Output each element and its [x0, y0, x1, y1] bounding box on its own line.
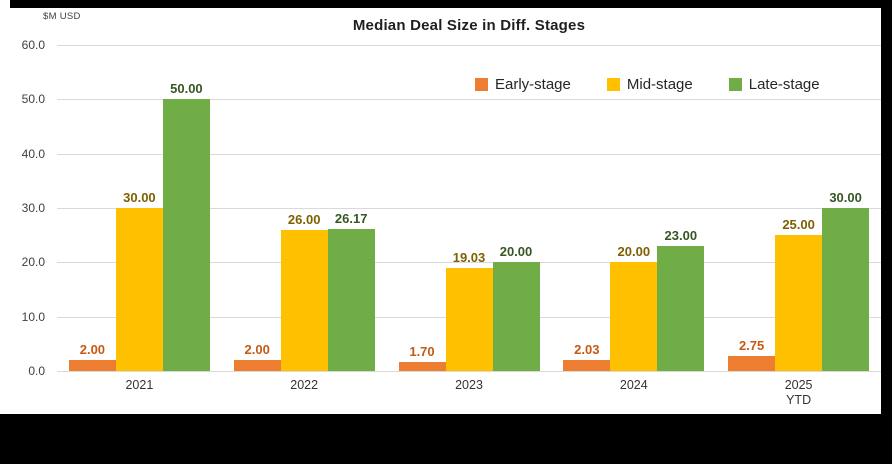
bar-mid-stage-2025-ytd [775, 235, 823, 371]
data-label-late-stage-2021: 50.00 [170, 81, 203, 97]
bar-early-stage-2025-ytd [728, 356, 776, 371]
bar-mid-stage-2022 [280, 229, 328, 371]
legend-item-late-stage: Late-stage [728, 75, 820, 93]
data-label-mid-stage-2022: 26.00 [287, 211, 321, 227]
gridline [57, 99, 881, 101]
data-label-late-stage-2025-ytd: 30.00 [829, 190, 862, 205]
y-axis-tick-label: 30.0 [21, 201, 45, 215]
bar-mid-stage-2024 [610, 262, 658, 371]
data-label-mid-stage-2024: 20.00 [617, 244, 651, 260]
x-axis-label-line: 2023 [455, 378, 483, 392]
x-axis-label-2022: 2022 [290, 378, 318, 393]
bar-early-stage-2022 [233, 360, 281, 371]
legend-label: Mid-stage [626, 75, 693, 93]
black-border-top [10, 0, 892, 8]
black-border-bottom [0, 414, 892, 464]
x-axis-label-2024: 2024 [620, 378, 648, 393]
gridline [57, 45, 881, 46]
legend-swatch-icon [728, 77, 742, 91]
x-axis-label-2021: 2021 [125, 378, 153, 393]
y-axis-unit-label: $M USD [43, 11, 81, 22]
bar-late-stage-2023 [492, 262, 540, 371]
y-axis-tick-label: 20.0 [21, 255, 45, 270]
y-axis-tick-label: 60.0 [21, 38, 45, 52]
x-axis-label-line: 2021 [125, 378, 154, 392]
chart-legend: Early-stage Mid-stage Late-stage [475, 74, 820, 94]
x-axis-label-2023: 2023 [455, 378, 483, 393]
bar-late-stage-2024 [657, 246, 705, 371]
x-axis-label-line: YTD [786, 393, 812, 407]
data-label-early-stage-2023: 1.70 [409, 343, 435, 359]
bar-late-stage-2025-ytd [822, 208, 870, 371]
x-axis-label-2025-ytd: 2025 YTD [785, 378, 813, 408]
data-label-mid-stage-2025-ytd: 25.00 [782, 217, 815, 233]
gridline [57, 153, 881, 155]
legend-label: Early-stage [495, 75, 571, 93]
data-label-late-stage-2023: 20.00 [499, 244, 533, 260]
data-label-mid-stage-2021: 30.00 [123, 190, 156, 205]
bar-early-stage-2021 [68, 360, 116, 371]
plot-area: 60.0 50.0 40.0 30.0 20.0 10.0 0.0 2.00 30.00 50.… [22, 38, 881, 407]
y-axis-tick-label: 0.0 [28, 364, 45, 378]
data-label-early-stage-2021: 2.00 [79, 342, 106, 358]
x-axis-label-line: 2022 [290, 378, 319, 392]
data-label-late-stage-2022: 26.17 [334, 210, 368, 226]
data-label-mid-stage-2023: 19.03 [452, 249, 486, 265]
legend-item-early-stage: Early-stage [475, 76, 571, 93]
data-label-late-stage-2024: 23.00 [664, 228, 698, 244]
gridline [57, 371, 881, 372]
y-axis-tick-label: 40.0 [21, 146, 45, 161]
legend-swatch-icon [606, 77, 620, 91]
legend-label: Late-stage [748, 75, 820, 93]
chart-title: Median Deal Size in Diff. Stages [352, 17, 586, 34]
black-border-right [881, 0, 892, 464]
bar-late-stage-2021 [162, 99, 210, 371]
x-axis-label-line: 2024 [619, 378, 648, 392]
bar-late-stage-2022 [327, 228, 375, 371]
data-label-early-stage-2024: 2.03 [574, 341, 600, 357]
legend-swatch-icon [475, 77, 488, 91]
data-label-early-stage-2025-ytd: 2.75 [738, 338, 765, 354]
data-label-early-stage-2022: 2.00 [244, 342, 270, 358]
gridline [57, 208, 881, 209]
y-axis-tick-label: 50.0 [21, 92, 45, 107]
y-axis-tick-label: 10.0 [21, 309, 45, 324]
bar-mid-stage-2021 [115, 208, 163, 371]
bar-early-stage-2024 [563, 359, 611, 371]
gridline [57, 262, 881, 264]
legend-item-mid-stage: Mid-stage [606, 75, 693, 93]
bar-mid-stage-2023 [445, 267, 493, 371]
x-axis-label-line: 2025 [784, 378, 813, 392]
bar-early-stage-2023 [398, 361, 446, 371]
